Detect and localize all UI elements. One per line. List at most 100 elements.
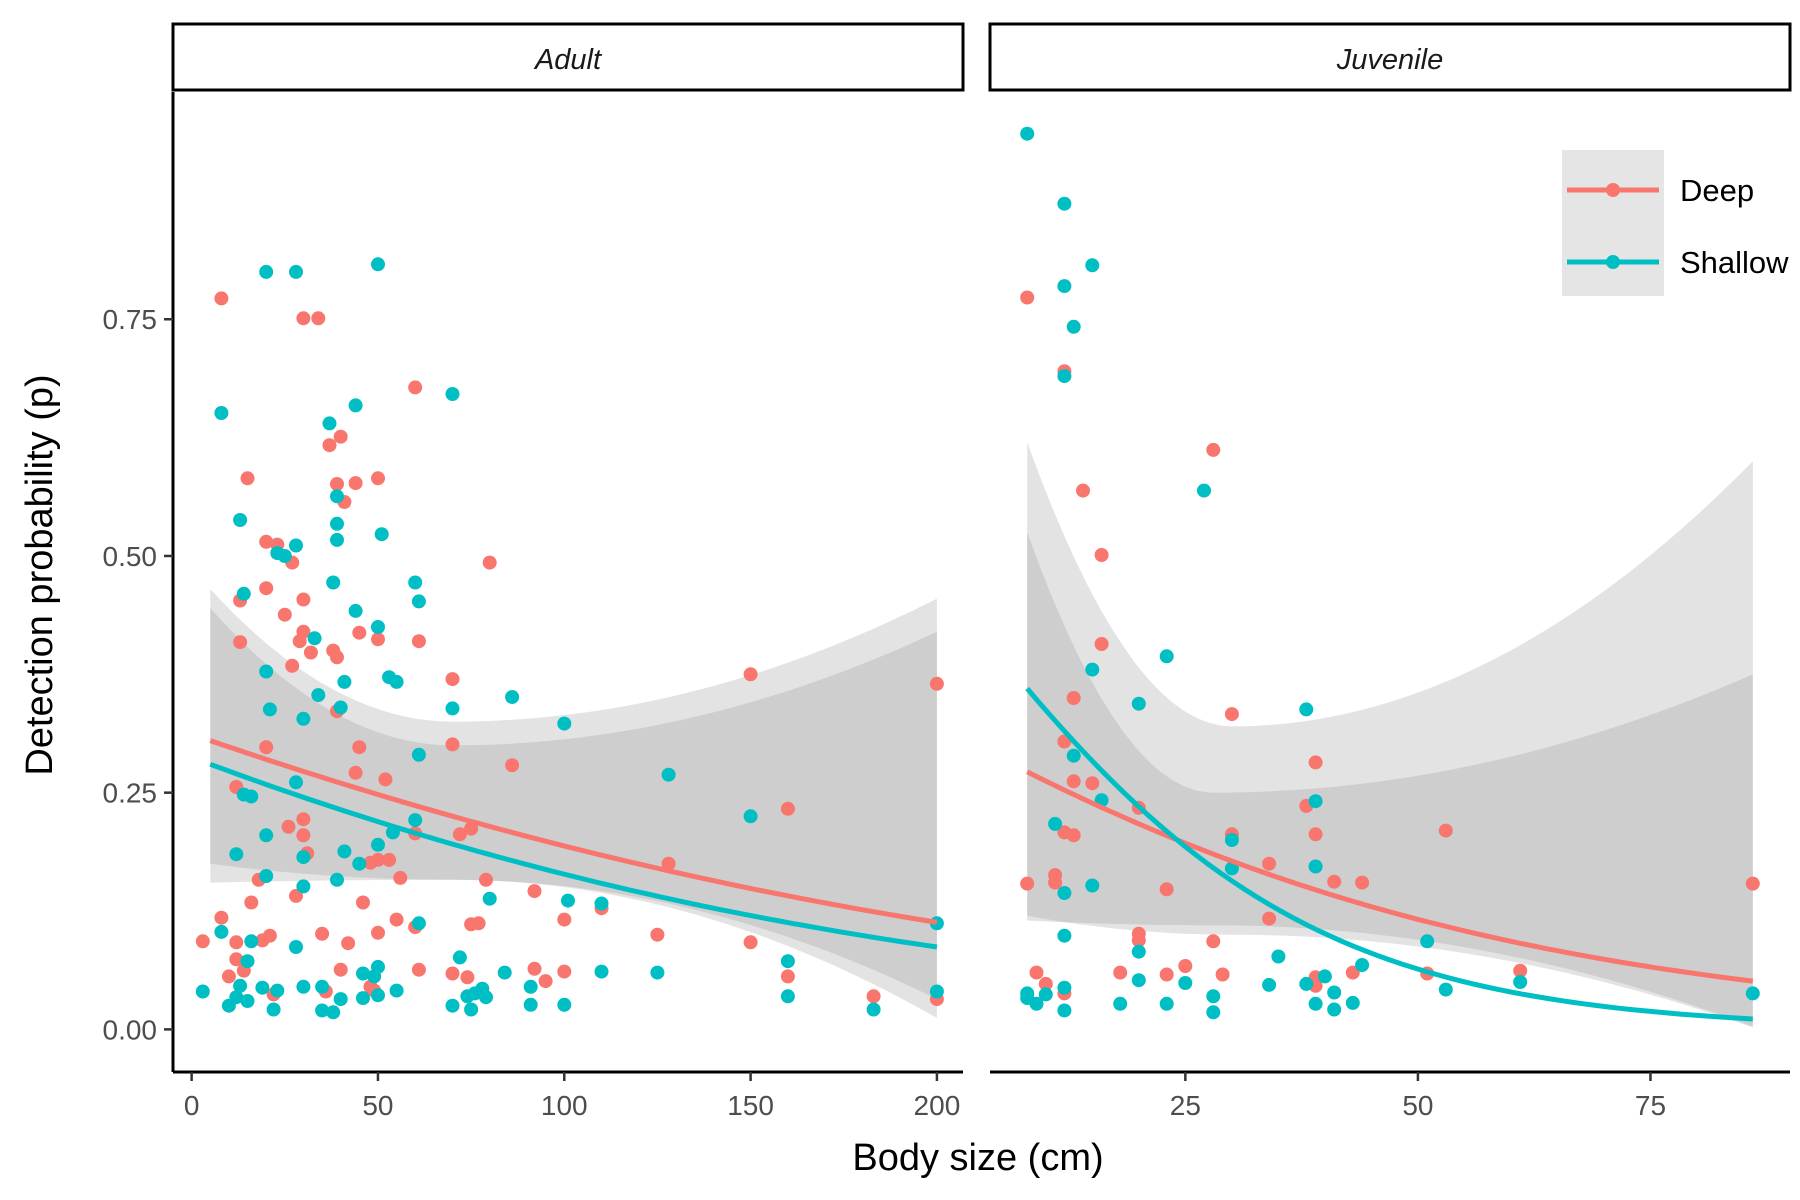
point-adult-deep bbox=[352, 740, 367, 755]
point-adult-shallow bbox=[594, 896, 609, 911]
point-adult-deep bbox=[214, 291, 229, 306]
point-juvenile-deep bbox=[1745, 876, 1760, 891]
point-adult-shallow bbox=[259, 828, 274, 843]
point-adult-deep bbox=[661, 856, 676, 871]
point-juvenile-deep bbox=[1159, 967, 1174, 982]
point-juvenile-deep bbox=[1513, 963, 1528, 978]
x-tick-label-adult: 0 bbox=[184, 1090, 200, 1121]
point-adult-shallow bbox=[371, 959, 385, 974]
legend: Deep Shallow bbox=[1562, 150, 1789, 296]
point-adult-deep bbox=[411, 962, 426, 977]
point-juvenile-shallow bbox=[1308, 859, 1323, 874]
point-juvenile-shallow bbox=[1308, 996, 1323, 1011]
point-juvenile-shallow bbox=[1131, 696, 1146, 711]
point-adult-shallow bbox=[330, 872, 344, 887]
point-adult-shallow bbox=[333, 992, 348, 1007]
point-adult-deep bbox=[285, 658, 300, 673]
point-adult-shallow bbox=[371, 620, 385, 634]
point-juvenile-shallow bbox=[1066, 319, 1081, 334]
point-juvenile-shallow bbox=[1299, 976, 1314, 991]
point-adult-shallow bbox=[780, 954, 795, 969]
point-adult-deep bbox=[527, 884, 542, 899]
point-adult-shallow bbox=[330, 532, 344, 547]
point-adult-deep bbox=[482, 555, 497, 570]
point-adult-deep bbox=[348, 765, 363, 780]
y-tick-label: 0.00 bbox=[103, 1014, 158, 1045]
point-adult-shallow bbox=[296, 979, 311, 994]
point-juvenile-shallow bbox=[1057, 1003, 1072, 1018]
point-juvenile-deep bbox=[1327, 874, 1342, 889]
point-adult-shallow bbox=[445, 998, 460, 1013]
point-adult-shallow bbox=[270, 983, 285, 998]
point-juvenile-shallow bbox=[1327, 985, 1342, 1000]
point-juvenile-deep bbox=[1076, 483, 1090, 498]
point-juvenile-shallow bbox=[1317, 969, 1332, 984]
point-juvenile-shallow bbox=[1020, 126, 1035, 141]
point-adult-deep bbox=[333, 962, 348, 977]
point-juvenile-shallow bbox=[1420, 934, 1435, 949]
point-adult-deep bbox=[527, 961, 542, 976]
point-adult-shallow bbox=[244, 934, 259, 949]
point-adult-deep bbox=[479, 872, 493, 887]
ci-ribbon-juvenile-shallow bbox=[1027, 442, 1753, 1028]
point-adult-deep bbox=[471, 916, 486, 931]
point-adult-shallow bbox=[445, 701, 460, 716]
point-juvenile-shallow bbox=[1159, 649, 1174, 664]
fit-line-juvenile-deep bbox=[1026, 769, 1754, 984]
point-adult-deep bbox=[289, 888, 303, 903]
point-adult-shallow bbox=[229, 847, 244, 862]
point-adult-deep bbox=[780, 969, 795, 984]
point-adult-deep bbox=[371, 852, 385, 867]
x-tick-label-adult: 200 bbox=[914, 1090, 961, 1121]
point-adult-deep bbox=[311, 311, 326, 326]
point-juvenile-shallow bbox=[1438, 982, 1453, 997]
point-adult-deep bbox=[393, 870, 408, 885]
point-juvenile-deep bbox=[1262, 911, 1277, 926]
point-adult-shallow bbox=[337, 844, 352, 859]
point-juvenile-deep bbox=[1262, 856, 1277, 871]
point-adult-deep bbox=[214, 910, 229, 925]
point-adult-shallow bbox=[307, 631, 322, 646]
point-adult-deep bbox=[348, 476, 363, 491]
point-juvenile-shallow bbox=[1178, 976, 1193, 990]
point-adult-shallow bbox=[348, 603, 363, 618]
point-juvenile-shallow bbox=[1066, 748, 1081, 763]
point-adult-shallow bbox=[445, 387, 460, 401]
legend-label-deep: Deep bbox=[1680, 173, 1754, 208]
point-juvenile-deep bbox=[1038, 976, 1053, 991]
point-adult-deep bbox=[303, 645, 318, 660]
point-adult-deep bbox=[259, 740, 274, 755]
point-juvenile-shallow bbox=[1057, 279, 1072, 294]
point-juvenile-shallow bbox=[1206, 989, 1221, 1004]
y-tick-label: 0.25 bbox=[103, 778, 158, 809]
legend-key-point-shallow bbox=[1606, 255, 1620, 269]
point-juvenile-shallow bbox=[1048, 816, 1063, 831]
point-adult-shallow bbox=[259, 664, 274, 679]
point-adult-shallow bbox=[374, 527, 389, 542]
point-juvenile-shallow bbox=[1262, 977, 1277, 992]
y-tick-label: 0.50 bbox=[103, 541, 158, 572]
legend-label-shallow: Shallow bbox=[1680, 245, 1789, 280]
point-juvenile-deep bbox=[1066, 691, 1081, 705]
point-juvenile-shallow bbox=[1197, 483, 1211, 498]
point-juvenile-deep bbox=[1066, 828, 1081, 843]
point-adult-deep bbox=[296, 311, 311, 326]
point-juvenile-deep bbox=[1113, 965, 1128, 980]
point-adult-deep bbox=[259, 534, 274, 549]
point-adult-deep bbox=[296, 624, 311, 639]
point-juvenile-shallow bbox=[1206, 1005, 1221, 1020]
point-adult-deep bbox=[389, 912, 404, 927]
point-adult-deep bbox=[371, 471, 385, 486]
point-adult-shallow bbox=[233, 978, 248, 993]
point-juvenile-deep bbox=[1048, 868, 1063, 883]
point-adult-shallow bbox=[259, 869, 274, 883]
point-adult-shallow bbox=[780, 989, 795, 1004]
point-adult-deep bbox=[233, 635, 248, 650]
strip-juvenile-box bbox=[988, 22, 1792, 92]
point-adult-shallow bbox=[333, 700, 348, 715]
point-adult-shallow bbox=[296, 711, 311, 726]
x-tick-label-adult: 150 bbox=[727, 1090, 774, 1121]
point-adult-shallow bbox=[195, 984, 210, 999]
point-adult-shallow bbox=[326, 1005, 341, 1020]
point-adult-shallow bbox=[255, 980, 270, 995]
